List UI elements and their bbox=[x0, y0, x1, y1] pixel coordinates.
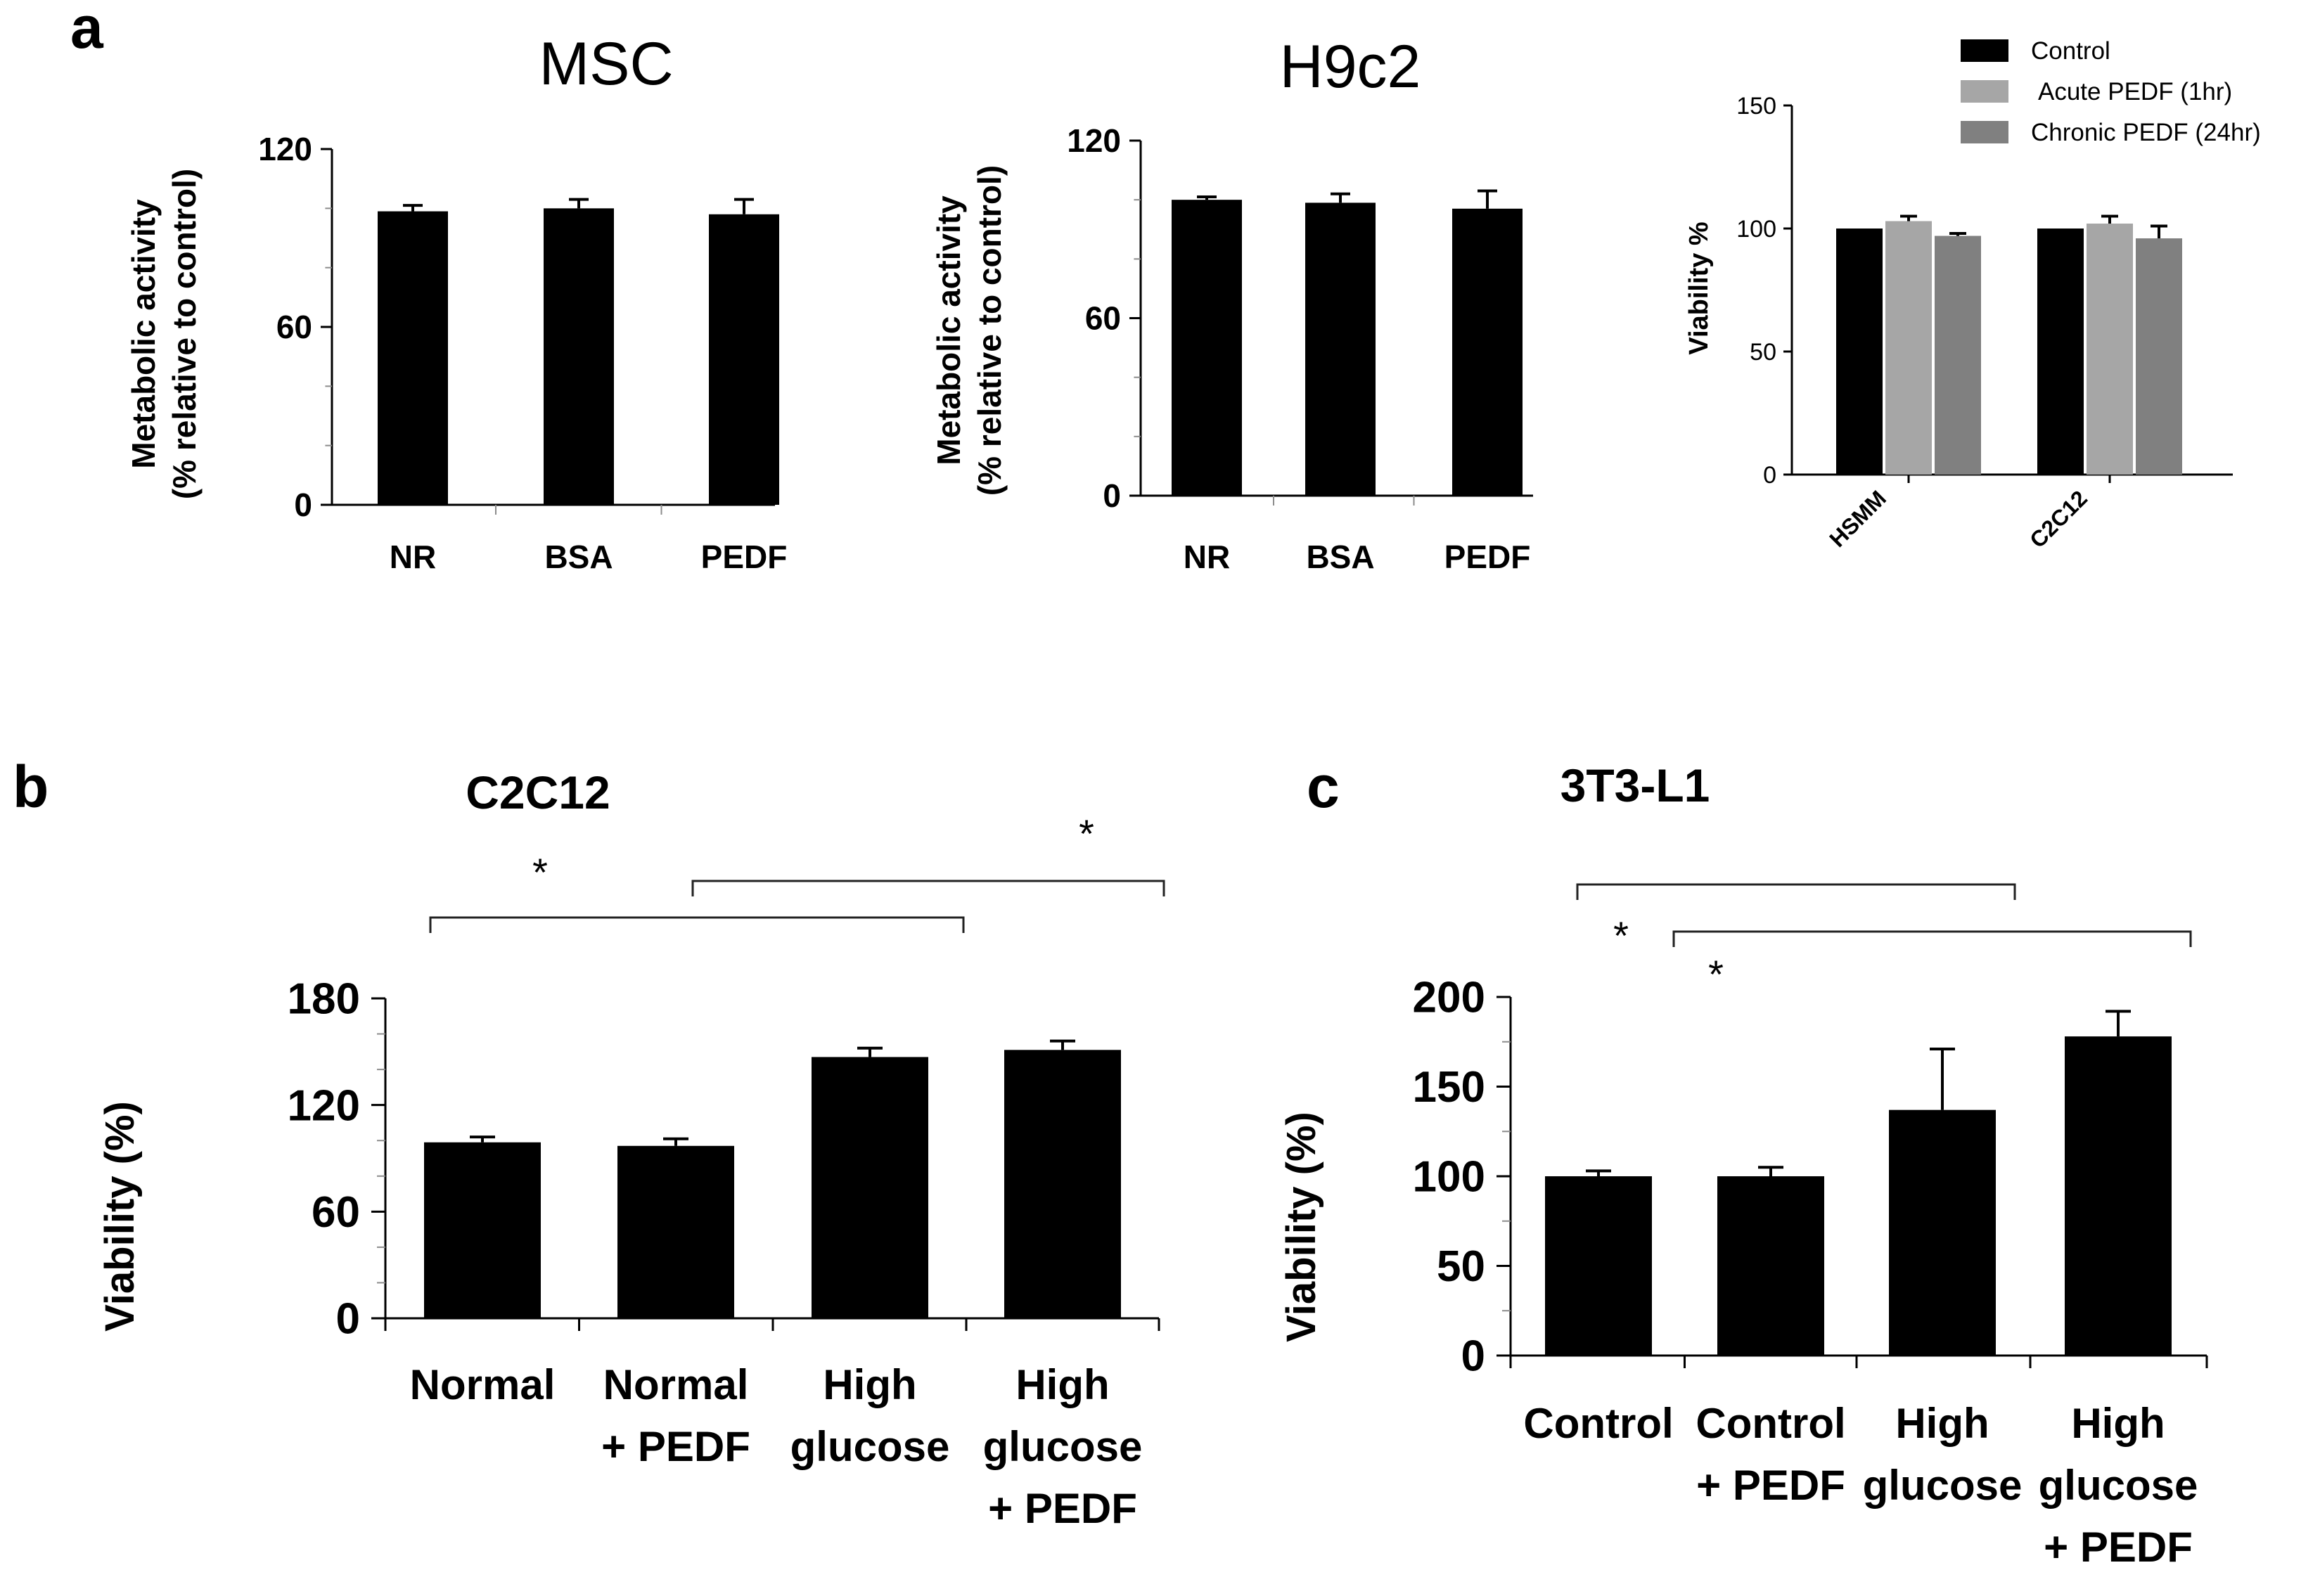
msc-x-tick-label: NR bbox=[390, 539, 436, 575]
hsmm-c2c12-y-tick-label: 150 bbox=[1736, 93, 1776, 120]
c2c12-x-tick-label: High bbox=[823, 1361, 916, 1408]
3t3-l1-significance-bracket bbox=[1672, 930, 2192, 947]
3t3-l1-bar bbox=[1717, 1176, 1824, 1356]
hsmm-c2c12-bar-acute bbox=[2087, 224, 2133, 475]
h9c2-y-tick-label: 120 bbox=[1067, 122, 1121, 159]
h9c2-bar bbox=[1172, 200, 1242, 496]
c2c12-significance-star: * bbox=[532, 850, 548, 894]
chart-title-3t3-l1: 3T3-L1 bbox=[1560, 759, 1710, 811]
c2c12-x-tick-label: glucose bbox=[790, 1423, 950, 1470]
legend-label-acute: Acute PEDF (1hr) bbox=[2038, 78, 2232, 105]
c2c12-bar bbox=[812, 1057, 928, 1318]
c2c12-x-tick-label: Normal bbox=[410, 1361, 556, 1408]
h9c2-bar bbox=[1305, 202, 1376, 496]
c2c12-y-tick-label: 60 bbox=[312, 1188, 360, 1237]
3t3-l1-y-tick-label: 150 bbox=[1413, 1063, 1485, 1112]
3t3-l1-x-tick-label: High bbox=[1895, 1400, 1989, 1447]
c2c12-x-tick-label: High bbox=[1015, 1361, 1109, 1408]
3t3-l1-x-tick-label: Control bbox=[1696, 1400, 1845, 1447]
h9c2-x-tick-label: PEDF bbox=[1444, 539, 1531, 575]
msc-y-tick-label: 60 bbox=[276, 309, 312, 345]
3t3-l1-bar bbox=[1889, 1109, 1996, 1356]
3t3-l1-significance-star: * bbox=[1613, 913, 1629, 958]
legend-swatch-control bbox=[1961, 39, 2008, 62]
3t3-l1-significance-star: * bbox=[1708, 952, 1724, 996]
ylabel-msc-line1: Metabolic activity bbox=[125, 199, 162, 469]
plots: 0 60 120 NR BSA PEDF 0 60 120 NR BSA PEDF 0 50 100 150 H… bbox=[258, 93, 2233, 1571]
hsmm-c2c12-bar-control bbox=[2037, 229, 2084, 475]
h9c2-bar bbox=[1452, 208, 1523, 496]
hsmm-c2c12-y-tick-label: 100 bbox=[1736, 216, 1776, 243]
c2c12-y-tick-label: 0 bbox=[336, 1295, 360, 1344]
3t3-l1-x-tick-label: Control bbox=[1523, 1400, 1673, 1447]
c2c12-bar bbox=[1004, 1050, 1121, 1318]
msc-y-tick-label: 120 bbox=[258, 131, 312, 167]
panel-label-b: b bbox=[13, 754, 49, 820]
legend-label-control: Control bbox=[2031, 37, 2110, 65]
c2c12-y-tick-label: 120 bbox=[288, 1081, 360, 1130]
panel-label-c: c bbox=[1307, 754, 1340, 820]
c2c12-significance-star: * bbox=[1079, 811, 1094, 856]
3t3-l1-significance-bracket bbox=[1576, 883, 2016, 900]
hsmm-c2c12-y-tick-label: 50 bbox=[1750, 339, 1776, 366]
msc-bar bbox=[378, 211, 448, 505]
3t3-l1-x-tick-label: glucose bbox=[2039, 1462, 2198, 1509]
msc-bar bbox=[709, 214, 779, 505]
c2c12-x-tick-label: glucose bbox=[983, 1423, 1143, 1470]
c2c12-significance-bracket bbox=[429, 916, 965, 933]
chart-title-h9c2: H9c2 bbox=[1280, 33, 1421, 101]
ylabel-c2c12: Viability (%) bbox=[97, 1101, 143, 1332]
h9c2-x-tick-label: BSA bbox=[1306, 539, 1374, 575]
panel-label-a: a bbox=[70, 0, 104, 60]
msc-x-tick-label: PEDF bbox=[701, 539, 788, 575]
hsmm-c2c12-bar-control bbox=[1836, 229, 1883, 475]
ylabel-msc-line2: (% relative to control) bbox=[166, 169, 203, 499]
c2c12-significance-bracket bbox=[691, 880, 1165, 896]
c2c12-x-tick-label: Normal bbox=[603, 1361, 749, 1408]
hsmm-c2c12-y-tick-label: 0 bbox=[1763, 462, 1776, 489]
3t3-l1-x-tick-label: + PEDF bbox=[1696, 1462, 1845, 1509]
hsmm-c2c12-bar-chronic bbox=[1935, 236, 1981, 475]
3t3-l1-x-tick-label: + PEDF bbox=[2044, 1524, 2193, 1571]
3t3-l1-y-tick-label: 200 bbox=[1413, 974, 1485, 1022]
legend-swatch-acute bbox=[1961, 80, 2008, 103]
h9c2-y-tick-label: 0 bbox=[1103, 477, 1121, 514]
3t3-l1-bar bbox=[1545, 1176, 1652, 1356]
ylabel-h9c2-line1: Metabolic activity bbox=[930, 195, 967, 465]
3t3-l1-y-tick-label: 50 bbox=[1437, 1242, 1485, 1291]
3t3-l1-bar bbox=[2065, 1036, 2172, 1356]
chart-title-c2c12: C2C12 bbox=[466, 766, 610, 818]
hsmm-c2c12-bar-acute bbox=[1885, 221, 1932, 475]
ylabel-h9c2-line2: (% relative to control) bbox=[971, 165, 1008, 496]
hsmm-c2c12-bar-chronic bbox=[2136, 238, 2182, 475]
legend-swatch-chronic bbox=[1961, 121, 2008, 143]
h9c2-x-tick-label: NR bbox=[1184, 539, 1230, 575]
ylabel-hsmm-c2c12: Viability % bbox=[1684, 221, 1714, 354]
3t3-l1-y-tick-label: 100 bbox=[1413, 1153, 1485, 1202]
c2c12-x-tick-label: + PEDF bbox=[601, 1423, 750, 1470]
legend-label-chronic: Chronic PEDF (24hr) bbox=[2031, 119, 2261, 146]
msc-x-tick-label: BSA bbox=[544, 539, 613, 575]
c2c12-y-tick-label: 180 bbox=[288, 975, 360, 1024]
ylabel-3t3-l1: Viability (%) bbox=[1278, 1112, 1324, 1342]
3t3-l1-x-tick-label: glucose bbox=[1863, 1462, 2023, 1509]
msc-bar bbox=[544, 208, 614, 505]
3t3-l1-y-tick-label: 0 bbox=[1461, 1332, 1485, 1381]
legend: Control Acute PEDF (1hr) Chronic PEDF (2… bbox=[1961, 37, 2261, 146]
c2c12-x-tick-label: + PEDF bbox=[988, 1485, 1137, 1532]
chart-title-msc: MSC bbox=[539, 30, 673, 98]
msc-y-tick-label: 0 bbox=[294, 487, 312, 523]
c2c12-bar bbox=[617, 1145, 734, 1318]
3t3-l1-x-tick-label: High bbox=[2071, 1400, 2165, 1447]
c2c12-bar bbox=[424, 1142, 541, 1318]
h9c2-y-tick-label: 60 bbox=[1085, 300, 1121, 337]
